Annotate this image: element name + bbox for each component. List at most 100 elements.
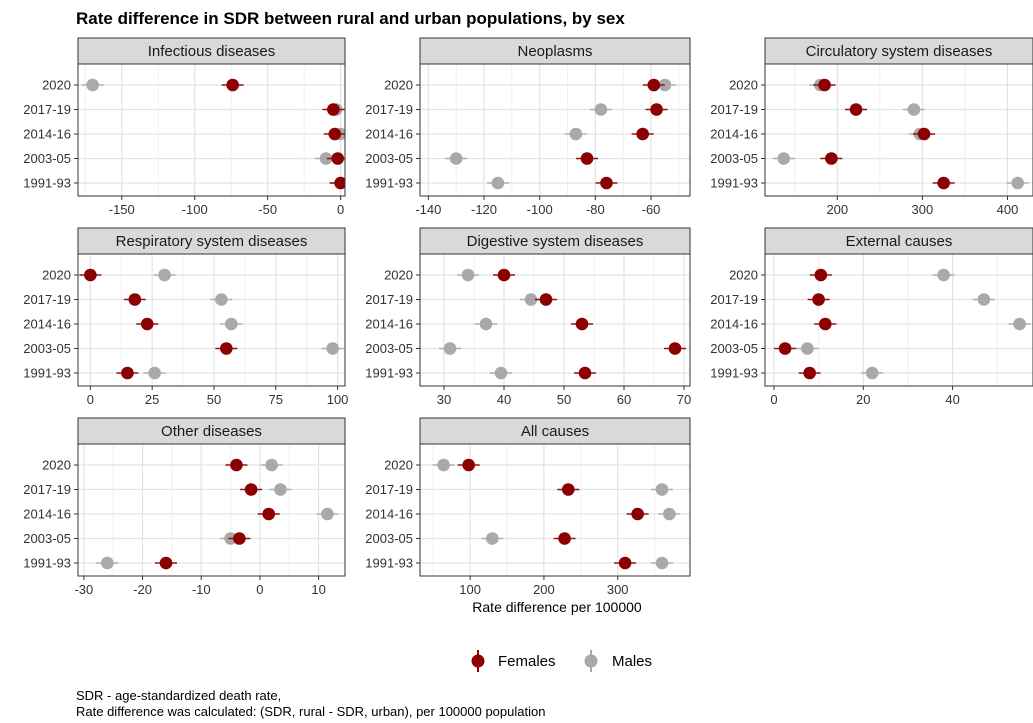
point-females-respiratory-system-diseases-2014-16[interactable] xyxy=(140,317,154,331)
point-females-infectious-diseases-2014-16[interactable] xyxy=(328,127,342,141)
panel-circulatory-system-diseases: Circulatory system diseases 200 300 400 2020… xyxy=(710,37,1033,217)
point-males-respiratory-system-diseases-2017-19[interactable] xyxy=(215,293,228,306)
point-males-neoplasms-2017-19[interactable] xyxy=(594,103,608,116)
point-females-circulatory-system-diseases-2014-16[interactable] xyxy=(917,127,931,141)
point-females-neoplasms-2017-19[interactable] xyxy=(650,103,663,116)
point-males-digestive-system-diseases-1991-93[interactable] xyxy=(494,366,508,380)
point-males-all-causes-2014-16[interactable] xyxy=(663,507,676,521)
point-males-other-diseases-2017-19[interactable] xyxy=(274,483,287,496)
point-females-other-diseases-2020[interactable] xyxy=(230,458,243,472)
point-males-respiratory-system-diseases-2003-05[interactable] xyxy=(326,342,339,355)
points-respiratory-system-diseases xyxy=(79,268,344,380)
point-females-external-causes-2014-16[interactable] xyxy=(819,317,832,331)
point-females-all-causes-2003-05[interactable] xyxy=(558,532,571,545)
point-females-digestive-system-diseases-2017-19[interactable] xyxy=(539,293,553,306)
point-males-all-causes-2020[interactable] xyxy=(437,458,450,472)
point-females-digestive-system-diseases-1991-93[interactable] xyxy=(578,366,592,380)
panel-neoplasms: Neoplasms -140 -120 -100 -80 -60 2020 2017-19 20… xyxy=(365,37,691,217)
point-males-external-causes-2003-05[interactable] xyxy=(801,342,814,355)
y-tick-label-external-causes: 1991-93 xyxy=(710,366,758,381)
point-females-infectious-diseases-1991-93[interactable] xyxy=(334,176,347,190)
point-females-external-causes-2020[interactable] xyxy=(814,268,828,282)
point-females-digestive-system-diseases-2003-05[interactable] xyxy=(668,342,682,355)
point-females-circulatory-system-diseases-2017-19[interactable] xyxy=(849,103,863,116)
point-males-other-diseases-2020[interactable] xyxy=(265,458,278,472)
point-females-infectious-diseases-2020[interactable] xyxy=(226,78,239,92)
points-external-causes xyxy=(774,268,1031,380)
panel-border-circulatory-system-diseases xyxy=(764,63,1033,197)
x-tick-label-circulatory-system-diseases: 300 xyxy=(912,202,934,217)
point-females-other-diseases-2017-19[interactable] xyxy=(244,483,258,496)
point-males-infectious-diseases-2003-05[interactable] xyxy=(319,152,333,165)
legend-item-males[interactable]: Males xyxy=(584,650,653,672)
point-males-digestive-system-diseases-2014-16[interactable] xyxy=(479,317,493,331)
point-males-circulatory-system-diseases-2003-05[interactable] xyxy=(777,152,791,165)
point-females-neoplasms-1991-93[interactable] xyxy=(600,176,613,190)
point-males-respiratory-system-diseases-2020[interactable] xyxy=(158,268,171,282)
point-males-respiratory-system-diseases-1991-93[interactable] xyxy=(148,366,161,380)
point-females-respiratory-system-diseases-2020[interactable] xyxy=(84,268,97,282)
footnote-line-2: Rate difference was calculated: (SDR, ru… xyxy=(76,704,546,719)
legend-item-females[interactable]: Females xyxy=(471,650,556,672)
panel-respiratory-system-diseases: Respiratory system diseases 0 25 50 75 100 202… xyxy=(23,227,348,407)
point-females-all-causes-2014-16[interactable] xyxy=(631,507,644,521)
y-tick-label-all-causes: 2003-05 xyxy=(365,531,413,546)
point-females-all-causes-2017-19[interactable] xyxy=(561,483,575,496)
x-tick-label-neoplasms: -140 xyxy=(415,202,441,217)
point-males-all-causes-2017-19[interactable] xyxy=(655,483,669,496)
point-females-digestive-system-diseases-2014-16[interactable] xyxy=(575,317,589,331)
x-tick-label-digestive-system-diseases: 50 xyxy=(557,392,571,407)
panel-border-all-causes xyxy=(419,443,691,577)
x-tick-label-other-diseases: -30 xyxy=(74,582,93,597)
point-males-all-causes-2003-05[interactable] xyxy=(485,532,499,545)
x-tick-label-infectious-diseases: -100 xyxy=(182,202,208,217)
point-females-other-diseases-1991-93[interactable] xyxy=(159,556,173,570)
y-tick-label-other-diseases: 2014-16 xyxy=(23,507,71,522)
y-tick-label-all-causes: 2020 xyxy=(384,458,413,473)
point-females-other-diseases-2003-05[interactable] xyxy=(233,532,246,545)
point-males-other-diseases-2014-16[interactable] xyxy=(321,507,334,521)
point-males-respiratory-system-diseases-2014-16[interactable] xyxy=(224,317,238,331)
point-males-external-causes-2017-19[interactable] xyxy=(977,293,991,306)
strip-label-all-causes: All causes xyxy=(521,423,589,440)
point-females-neoplasms-2020[interactable] xyxy=(647,78,661,92)
point-females-circulatory-system-diseases-2020[interactable] xyxy=(818,78,831,92)
point-males-neoplasms-2003-05[interactable] xyxy=(449,152,463,165)
point-males-neoplasms-2020[interactable] xyxy=(658,78,672,92)
point-females-external-causes-2017-19[interactable] xyxy=(812,293,825,306)
panel-border-infectious-diseases xyxy=(77,63,346,197)
point-females-digestive-system-diseases-2020[interactable] xyxy=(497,268,511,282)
point-males-other-diseases-1991-93[interactable] xyxy=(101,556,114,570)
point-females-external-causes-1991-93[interactable] xyxy=(803,366,816,380)
point-males-digestive-system-diseases-2003-05[interactable] xyxy=(443,342,457,355)
point-males-neoplasms-2014-16[interactable] xyxy=(569,127,583,141)
legend: Females Males xyxy=(471,650,653,672)
point-females-all-causes-1991-93[interactable] xyxy=(618,556,632,570)
point-males-digestive-system-diseases-2017-19[interactable] xyxy=(524,293,538,306)
point-males-external-causes-1991-93[interactable] xyxy=(865,366,879,380)
point-females-respiratory-system-diseases-2017-19[interactable] xyxy=(128,293,142,306)
panel-border-respiratory-system-diseases xyxy=(77,253,346,387)
point-males-external-causes-2014-16[interactable] xyxy=(1013,317,1026,331)
point-males-neoplasms-1991-93[interactable] xyxy=(491,176,505,190)
point-females-infectious-diseases-2003-05[interactable] xyxy=(331,152,345,165)
point-females-neoplasms-2014-16[interactable] xyxy=(636,127,649,141)
x-tick-label-infectious-diseases: -50 xyxy=(258,202,277,217)
point-males-circulatory-system-diseases-2017-19[interactable] xyxy=(907,103,921,116)
point-females-respiratory-system-diseases-1991-93[interactable] xyxy=(121,366,134,380)
point-males-external-causes-2020[interactable] xyxy=(937,268,950,282)
point-males-circulatory-system-diseases-1991-93[interactable] xyxy=(1011,176,1024,190)
point-males-infectious-diseases-2020[interactable] xyxy=(86,78,99,92)
point-females-other-diseases-2014-16[interactable] xyxy=(262,507,276,521)
y-tick-label-digestive-system-diseases: 2020 xyxy=(384,268,413,283)
point-females-all-causes-2020[interactable] xyxy=(462,458,475,472)
point-females-respiratory-system-diseases-2003-05[interactable] xyxy=(220,342,233,355)
point-males-digestive-system-diseases-2020[interactable] xyxy=(461,268,475,282)
point-females-circulatory-system-diseases-1991-93[interactable] xyxy=(937,176,950,190)
point-females-neoplasms-2003-05[interactable] xyxy=(580,152,594,165)
point-females-circulatory-system-diseases-2003-05[interactable] xyxy=(825,152,838,165)
point-females-external-causes-2003-05[interactable] xyxy=(778,342,792,355)
y-tick-label-other-diseases: 2020 xyxy=(42,458,71,473)
point-males-all-causes-1991-93[interactable] xyxy=(655,556,669,570)
point-females-infectious-diseases-2017-19[interactable] xyxy=(327,103,340,116)
